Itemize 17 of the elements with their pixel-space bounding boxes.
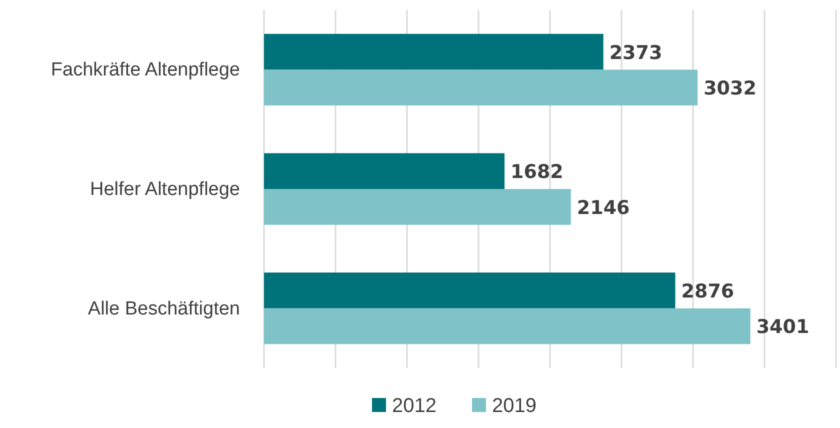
data-label: 2146 [576, 196, 630, 219]
bar [264, 308, 750, 344]
bar [264, 34, 604, 70]
data-label: 3032 [704, 78, 756, 100]
bar [264, 272, 676, 308]
data-label: 1682 [510, 161, 564, 184]
legend-label: 2012 [392, 395, 436, 417]
bar [264, 189, 571, 225]
data-label: 2876 [681, 280, 734, 302]
bar [264, 153, 505, 189]
y-tick-label: Alle Beschäftigten [88, 298, 240, 320]
data-label: 3401 [756, 316, 810, 338]
bar [264, 70, 698, 106]
legend-label: 2019 [492, 395, 536, 417]
y-tick-label: Fachkräfte Altenpflege [50, 60, 240, 81]
data-label: 2373 [609, 42, 662, 64]
y-tick-label: Helfer Altenpflege [90, 179, 240, 200]
